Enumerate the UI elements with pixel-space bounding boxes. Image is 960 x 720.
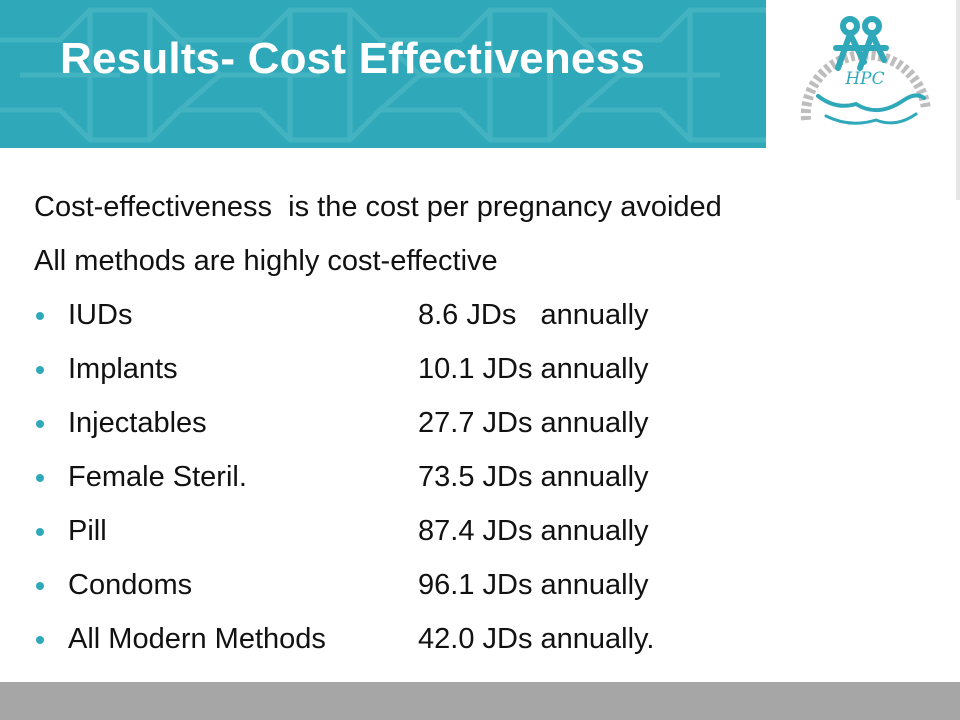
list-item: IUDs 8.6 JDs annually bbox=[34, 288, 914, 342]
cost-value: 10.1 JDs annually bbox=[418, 353, 649, 385]
svg-text:HPC: HPC bbox=[844, 69, 884, 89]
bullet-icon bbox=[36, 474, 44, 482]
summary-text: All methods are highly cost-effective bbox=[34, 245, 498, 277]
list-item: Injectables 27.7 JDs annually bbox=[34, 396, 914, 450]
bullet-icon bbox=[36, 636, 44, 644]
method-label: Pill bbox=[68, 515, 107, 547]
list-item: All Modern Methods 42.0 JDs annually. bbox=[34, 612, 914, 666]
bullet-icon bbox=[36, 366, 44, 374]
cost-value: 27.7 JDs annually bbox=[418, 407, 649, 439]
method-label: All Modern Methods bbox=[68, 623, 326, 655]
logo: HPC bbox=[766, 0, 960, 148]
footer-bar bbox=[0, 682, 960, 720]
hpc-logo-icon: HPC bbox=[800, 16, 931, 125]
list-item: Condoms 96.1 JDs annually bbox=[34, 558, 914, 612]
geometric-pattern bbox=[0, 7, 766, 143]
slide-body: Cost-effectiveness is the cost per pregn… bbox=[34, 180, 914, 666]
bullet-icon bbox=[36, 582, 44, 590]
cost-value: 42.0 JDs annually. bbox=[418, 623, 655, 655]
method-label: IUDs bbox=[68, 299, 133, 331]
method-label: Injectables bbox=[68, 407, 207, 439]
edge-rule bbox=[956, 0, 960, 200]
method-label: Implants bbox=[68, 353, 178, 385]
title-banner: Results- Cost Effectiveness bbox=[0, 0, 766, 148]
method-label: Condoms bbox=[68, 569, 193, 601]
list-item: Female Steril. 73.5 JDs annually bbox=[34, 450, 914, 504]
method-label: Female Steril. bbox=[68, 461, 247, 493]
bullet-icon bbox=[36, 312, 44, 320]
list-item: Implants 10.1 JDs annually bbox=[34, 342, 914, 396]
page-title: Results- Cost Effectiveness bbox=[60, 34, 645, 83]
cost-value: 8.6 JDs annually bbox=[418, 299, 649, 331]
cost-value: 96.1 JDs annually bbox=[418, 569, 649, 601]
definition-text: Cost-effectiveness is the cost per pregn… bbox=[34, 191, 722, 223]
bullet-icon bbox=[36, 528, 44, 536]
cost-value: 87.4 JDs annually bbox=[418, 515, 649, 547]
cost-value: 73.5 JDs annually bbox=[418, 461, 649, 493]
list-item: Pill 87.4 JDs annually bbox=[34, 504, 914, 558]
bullet-icon bbox=[36, 420, 44, 428]
